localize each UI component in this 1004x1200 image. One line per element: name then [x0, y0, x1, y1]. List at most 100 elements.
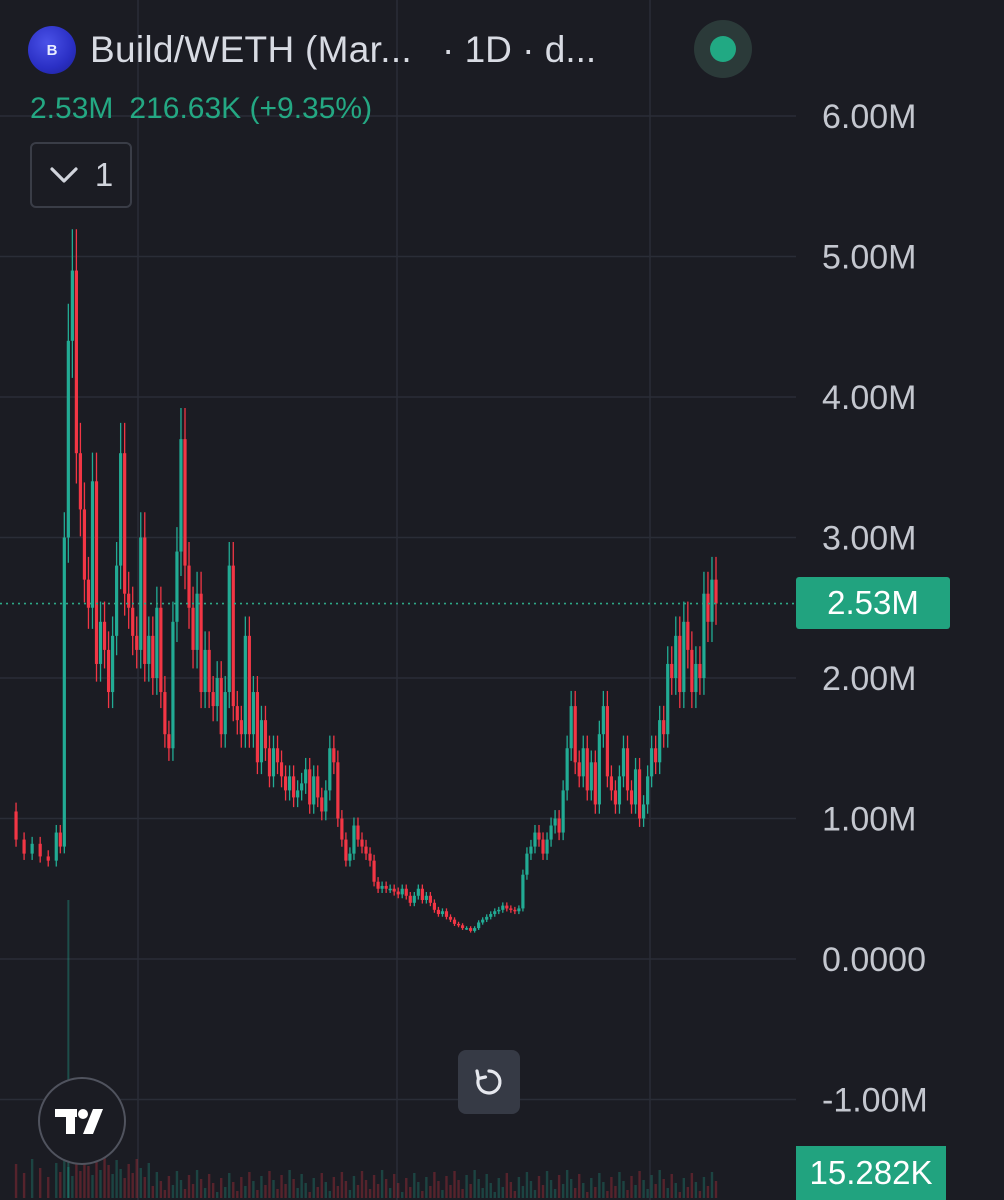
- indicators-toggle-button[interactable]: 1: [30, 142, 132, 208]
- candle-body: [215, 678, 219, 707]
- candle-body: [629, 790, 634, 805]
- candle-body: [98, 621, 103, 664]
- volume-bar: [296, 1188, 299, 1198]
- candle-body: [452, 919, 457, 924]
- volume-bar: [670, 1174, 673, 1198]
- candle-body: [597, 734, 601, 805]
- candle-body: [674, 635, 678, 678]
- candle-body: [255, 692, 260, 763]
- candle-body: [203, 649, 207, 693]
- y-axis-tick-label: -1.00M: [822, 1082, 928, 1120]
- volume-bar: [30, 1159, 34, 1198]
- volume-bar: [199, 1179, 203, 1198]
- candle-body: [102, 621, 107, 650]
- candle-body: [159, 607, 163, 693]
- candle-body: [66, 340, 70, 538]
- candle-body: [384, 885, 388, 889]
- volume-bar: [324, 1182, 327, 1198]
- reset-chart-button[interactable]: [458, 1050, 520, 1114]
- volume-bar: [159, 1181, 163, 1198]
- token-logo-text: B: [46, 41, 58, 59]
- volume-bar: [574, 1188, 577, 1198]
- candle-body: [412, 895, 416, 903]
- candle-body: [493, 911, 497, 915]
- candle-body: [199, 593, 203, 693]
- candle-body: [529, 846, 533, 854]
- volume-bar: [79, 1171, 82, 1198]
- volume-bar: [191, 1184, 195, 1198]
- volume-bar: [461, 1189, 464, 1198]
- volume-bar: [211, 1183, 215, 1198]
- candle-body: [300, 783, 304, 791]
- volume-bar: [541, 1185, 545, 1198]
- candle-body: [380, 885, 384, 889]
- volume-bar: [586, 1192, 589, 1198]
- volume-bar: [91, 1175, 94, 1198]
- volume-bar: [340, 1172, 344, 1198]
- pair-title[interactable]: Build/WETH (Mar...: [90, 29, 412, 70]
- candle-body: [78, 453, 83, 510]
- volume-bar: [686, 1187, 690, 1198]
- candle-body: [223, 692, 227, 735]
- candle-body: [296, 790, 300, 798]
- candle-body: [167, 734, 171, 749]
- candle-body: [609, 776, 614, 791]
- volume-bar: [55, 1163, 58, 1198]
- volume-bar: [252, 1181, 255, 1198]
- candle-body: [589, 762, 593, 791]
- candle-body: [678, 635, 682, 693]
- candle-body: [195, 593, 199, 650]
- candle-body: [440, 911, 445, 915]
- candle-body: [702, 593, 706, 678]
- volume-bar: [167, 1176, 171, 1198]
- candle-body: [320, 797, 324, 812]
- candle-body: [191, 607, 195, 650]
- candle-body: [469, 928, 473, 931]
- volume-bar: [22, 1173, 26, 1198]
- tradingview-logo[interactable]: [38, 1077, 126, 1165]
- candle-body: [227, 565, 231, 693]
- volume-bar: [187, 1175, 191, 1198]
- candle-body: [82, 509, 87, 580]
- volume-bar: [344, 1181, 348, 1198]
- y-axis-tick-label: 2.00M: [822, 660, 917, 698]
- candle-body: [147, 635, 151, 664]
- volume-bar: [67, 900, 70, 1198]
- live-status-icon[interactable]: [694, 20, 752, 78]
- volume-bar: [352, 1176, 356, 1198]
- volume-bar: [215, 1192, 219, 1198]
- candle-body: [328, 748, 332, 791]
- volume-bar: [139, 1168, 142, 1198]
- volume-bar: [690, 1173, 694, 1198]
- volume-bar: [38, 1168, 42, 1198]
- volume-bar: [203, 1188, 207, 1198]
- y-axis-tick-label: 0.0000: [822, 941, 926, 979]
- candle-body: [477, 922, 481, 929]
- volume-bar: [706, 1186, 710, 1198]
- candle-body: [30, 843, 34, 854]
- volume-bar: [380, 1170, 384, 1198]
- volume-bar: [268, 1171, 271, 1198]
- volume-bar: [151, 1186, 155, 1198]
- volume-bar: [654, 1184, 657, 1198]
- candle-body: [119, 453, 123, 566]
- build-token-icon[interactable]: B: [28, 26, 76, 74]
- volume-bar: [356, 1185, 360, 1198]
- candle-body: [131, 607, 135, 636]
- volume-bar: [183, 1189, 187, 1198]
- volume-bar: [553, 1189, 557, 1198]
- volume-bar: [360, 1171, 364, 1198]
- volume-bar: [401, 1192, 404, 1198]
- candle-body: [646, 776, 650, 805]
- candle-body: [537, 832, 541, 840]
- candle-body: [235, 706, 239, 721]
- candle-body: [279, 762, 284, 777]
- candle-body: [127, 593, 131, 608]
- interval-label[interactable]: · 1D · d...: [442, 29, 597, 70]
- volume-bar: [429, 1186, 432, 1198]
- volume-bar: [485, 1174, 488, 1198]
- candle-body: [694, 663, 698, 693]
- volume-bar: [171, 1185, 175, 1198]
- candle-body: [360, 839, 364, 847]
